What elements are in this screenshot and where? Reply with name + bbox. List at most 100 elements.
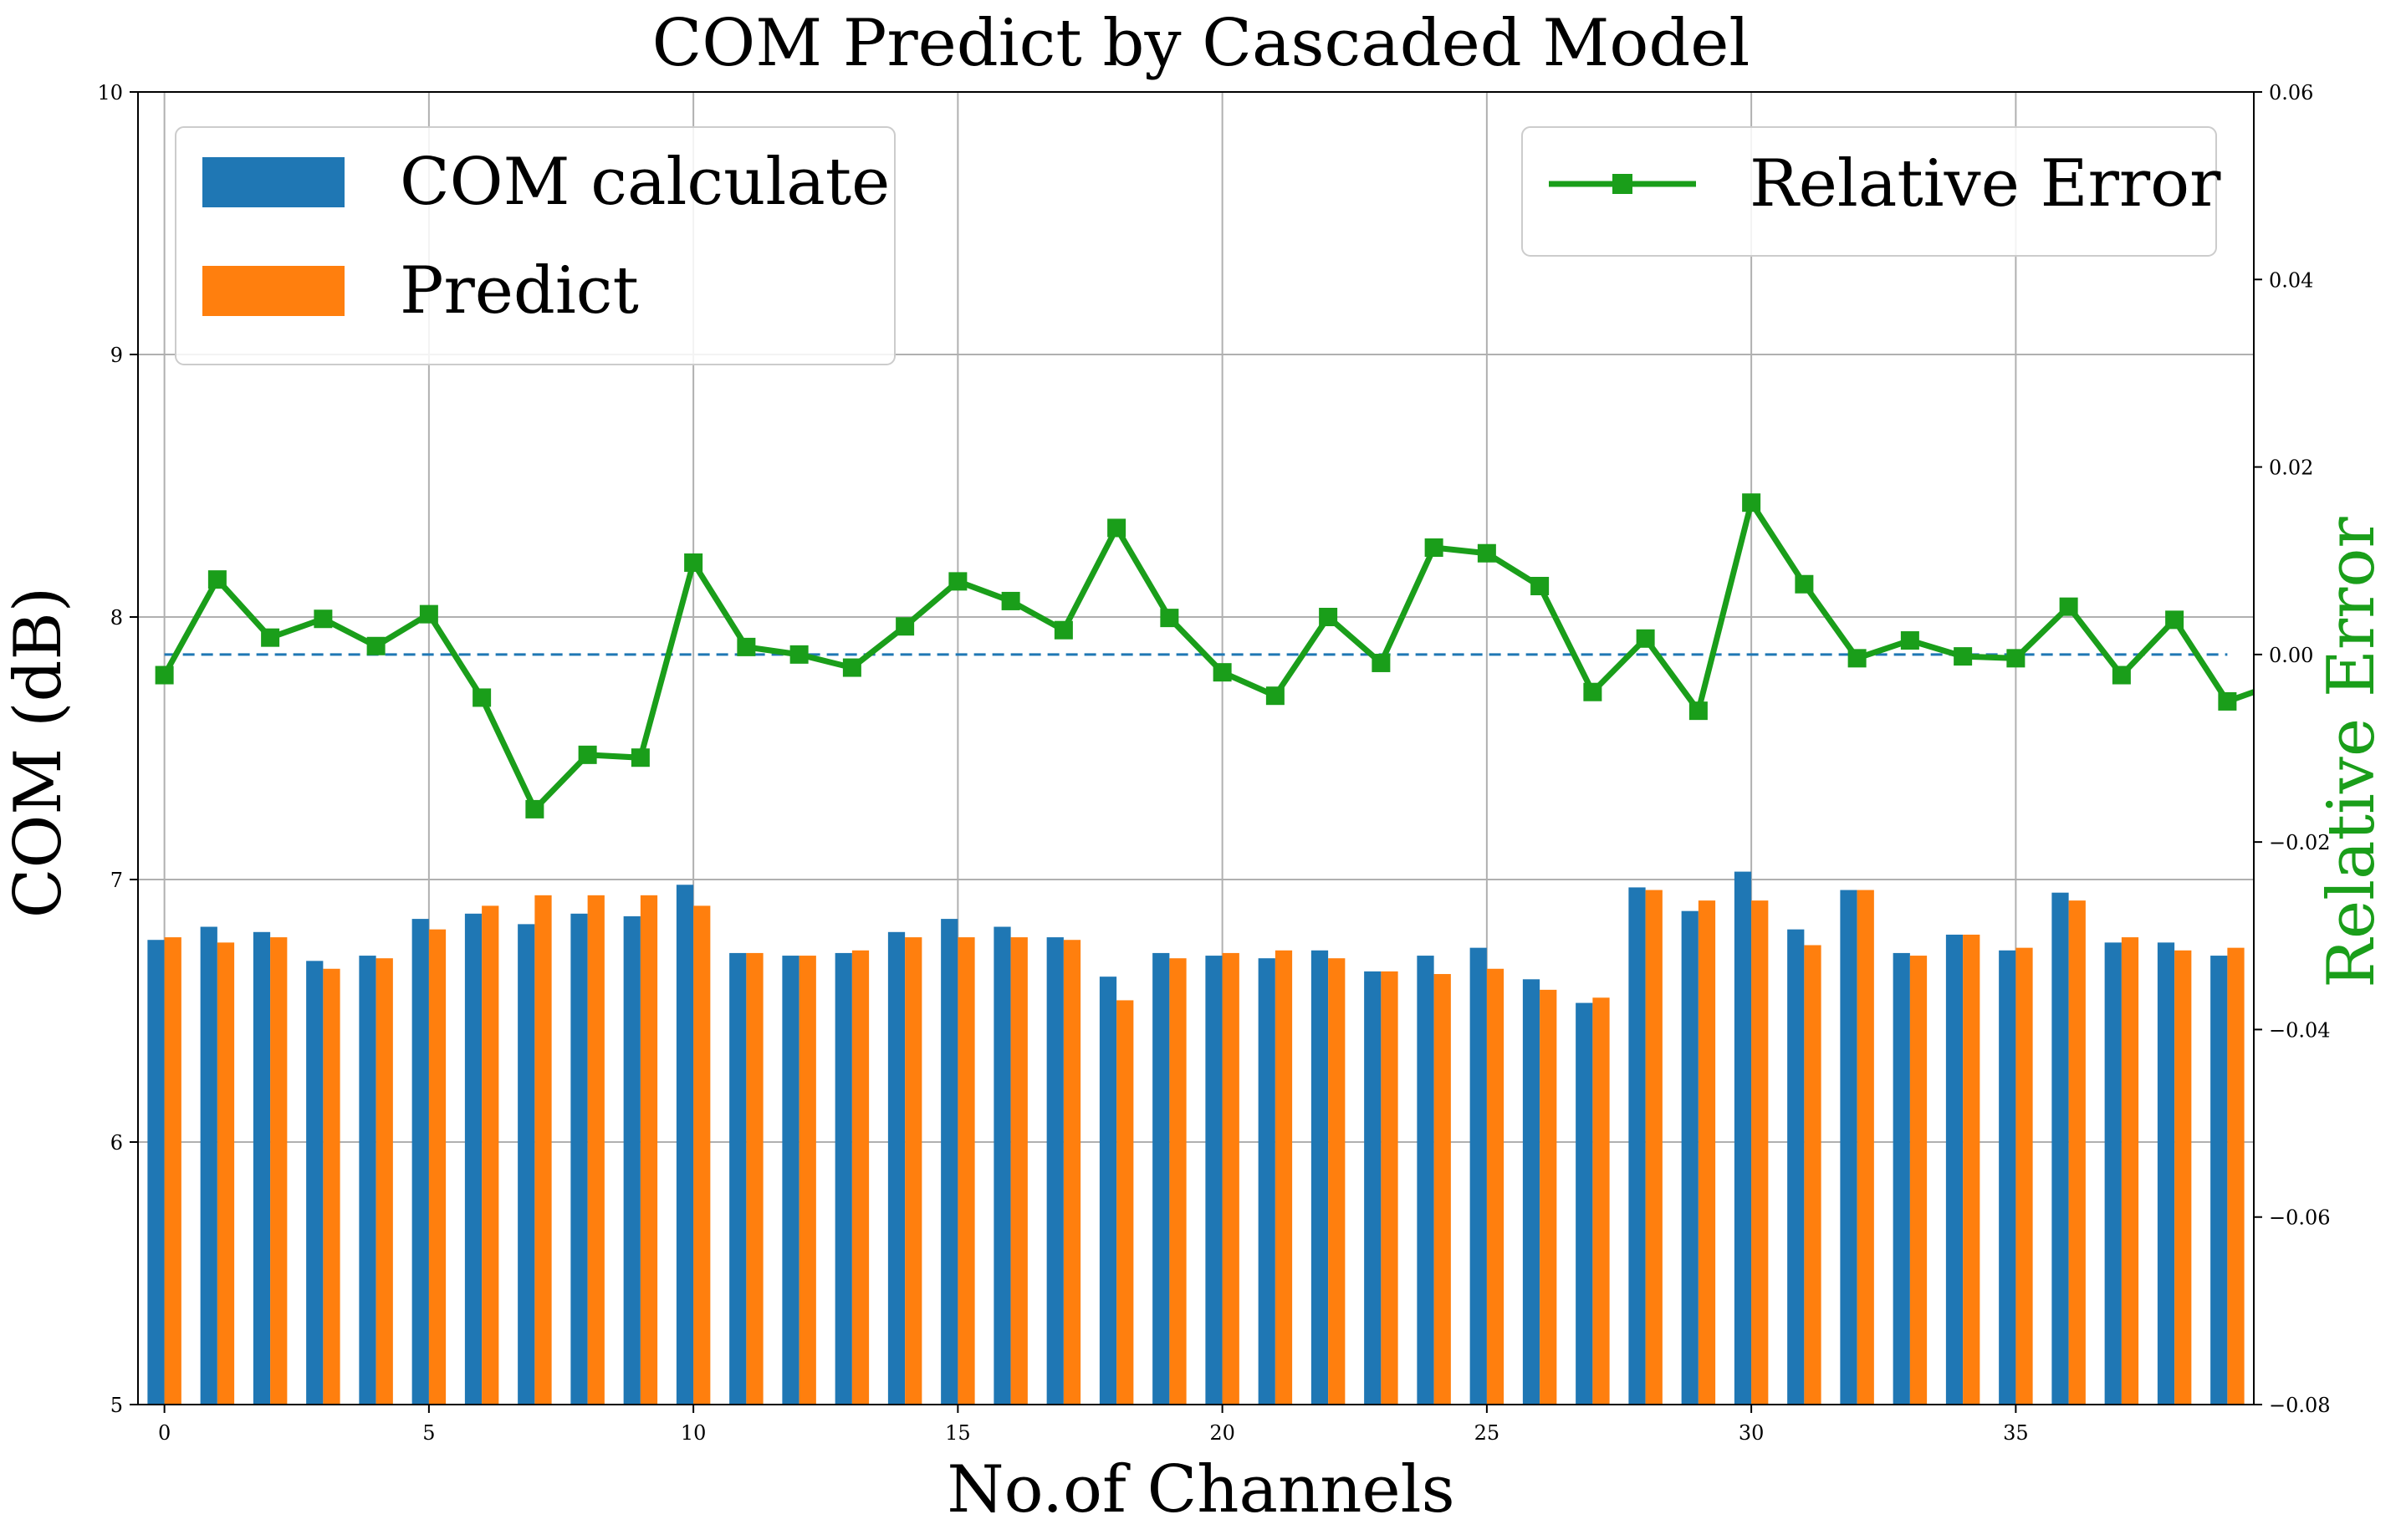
bar-com-calculate	[2051, 892, 2069, 1405]
y-right-tick-label: 0.04	[2269, 268, 2313, 292]
bar-com-calculate	[994, 926, 1011, 1405]
chart-title: COM Predict by Cascaded Model	[652, 6, 1750, 81]
bar-predict	[2174, 950, 2192, 1405]
relative-error-marker	[631, 748, 650, 767]
x-tick-label: 0	[158, 1421, 171, 1445]
legend-left-box	[175, 126, 896, 365]
relative-error-marker	[1001, 591, 1020, 610]
bar-predict	[693, 905, 711, 1405]
bar-com-calculate	[623, 915, 641, 1405]
bar-predict	[1010, 937, 1028, 1405]
legend-right-box	[1521, 126, 2217, 257]
legend-left: COM calculate Predict	[175, 126, 896, 365]
relative-error-marker	[1583, 682, 1602, 701]
bar-predict	[1698, 900, 1716, 1405]
y-right-tick-label: −0.08	[2269, 1394, 2331, 1417]
relative-error-marker	[1213, 663, 1232, 682]
bar-predict	[428, 929, 447, 1405]
relative-error-marker	[578, 745, 597, 764]
bar-com-calculate	[1893, 952, 1910, 1405]
bar-predict	[851, 950, 870, 1405]
plot-frame	[137, 91, 2255, 1405]
bar-com-calculate	[200, 926, 217, 1405]
y-tick-label: 7	[110, 869, 123, 892]
relative-error-marker	[261, 628, 280, 647]
relative-error-marker	[789, 645, 809, 664]
y-tick-label: 6	[110, 1131, 123, 1155]
bar-com-calculate	[1046, 937, 1064, 1405]
relative-error-marker	[2112, 665, 2131, 685]
bar-com-calculate	[147, 940, 165, 1405]
bar-predict	[1909, 956, 1928, 1405]
axis-ticks: 0 5 10 15 20 25 30 35 5 6 7 8 9 10 −0.08 −0.06 −0.04 −0.0…	[97, 81, 2330, 1445]
legend-label-predict: Predict	[400, 253, 639, 329]
bar-predict	[375, 958, 393, 1405]
bar-com-calculate	[518, 924, 535, 1405]
relative-error-marker	[1636, 629, 1655, 648]
bar-com-calculate	[1152, 952, 1170, 1405]
bar-com-calculate	[835, 952, 852, 1405]
legend-label-relative-error: Relative Error	[1750, 146, 2221, 222]
bar-predict	[1963, 934, 1980, 1405]
relative-error-marker	[737, 637, 756, 656]
relative-error-marker	[842, 658, 861, 677]
relative-error-marker	[896, 617, 915, 636]
y-tick-label: 10	[97, 81, 123, 105]
bar-predict	[587, 895, 605, 1405]
bar-com-calculate	[253, 931, 271, 1405]
y-tick-label: 9	[110, 344, 123, 367]
bar-predict	[640, 895, 658, 1405]
relative-error-marker	[2006, 649, 2026, 668]
bar-predict	[217, 942, 235, 1405]
relative-error-marker	[419, 604, 438, 624]
relative-error-marker	[1054, 620, 1073, 640]
bar-predict	[1592, 997, 1610, 1405]
bar-predict	[905, 937, 922, 1405]
bar-com-calculate	[1417, 956, 1434, 1405]
bar-com-calculate	[411, 919, 429, 1405]
relative-error-marker	[1795, 574, 1814, 594]
y-right-tick-label: 0.06	[2269, 81, 2313, 105]
bar-predict	[1328, 958, 1346, 1405]
bar-predict	[1222, 952, 1239, 1405]
relative-error-marker	[684, 553, 703, 572]
bar-predict	[799, 956, 816, 1405]
legend-swatch-predict	[202, 266, 345, 316]
bar-com-calculate	[1576, 1002, 1593, 1405]
bar-com-calculate	[729, 952, 747, 1405]
bar-predict	[1433, 974, 1451, 1405]
bar-predict	[1857, 890, 1874, 1405]
bar-com-calculate	[676, 885, 694, 1405]
relative-error-marker	[314, 609, 333, 629]
y-right-tick-label: −0.04	[2269, 1018, 2331, 1042]
bar-predict	[2015, 947, 2033, 1405]
bar-com-calculate	[1681, 910, 1699, 1405]
bar-predict	[1275, 950, 1293, 1405]
relative-error-marker	[1954, 647, 1973, 666]
legend-swatch-com-calculate	[202, 157, 345, 207]
x-tick-label: 30	[1739, 1421, 1765, 1445]
bar-predict	[1645, 890, 1663, 1405]
bar-com-calculate	[941, 919, 958, 1405]
bar-predict	[482, 905, 499, 1405]
bar-predict	[323, 968, 340, 1405]
x-tick-label: 5	[422, 1421, 435, 1445]
bar-predict	[1804, 945, 1821, 1405]
relative-error-marker	[207, 570, 227, 589]
legend-right: Relative Error	[1521, 126, 2221, 257]
bar-predict	[164, 937, 181, 1405]
y-tick-label: 8	[110, 606, 123, 630]
bar-predict	[1169, 958, 1187, 1405]
relative-error-marker	[366, 636, 386, 655]
y-axis-label-right: Relative Error	[2314, 517, 2389, 988]
relative-error-marker	[1847, 649, 1867, 668]
relative-error-marker	[1372, 653, 1391, 672]
relative-error-marker	[2165, 610, 2184, 630]
relative-error-marker	[1742, 493, 1761, 512]
bar-predict	[2068, 900, 2086, 1405]
bar-com-calculate	[1099, 977, 1117, 1405]
x-tick-label: 25	[1474, 1421, 1500, 1445]
bar-com-calculate	[570, 913, 588, 1405]
